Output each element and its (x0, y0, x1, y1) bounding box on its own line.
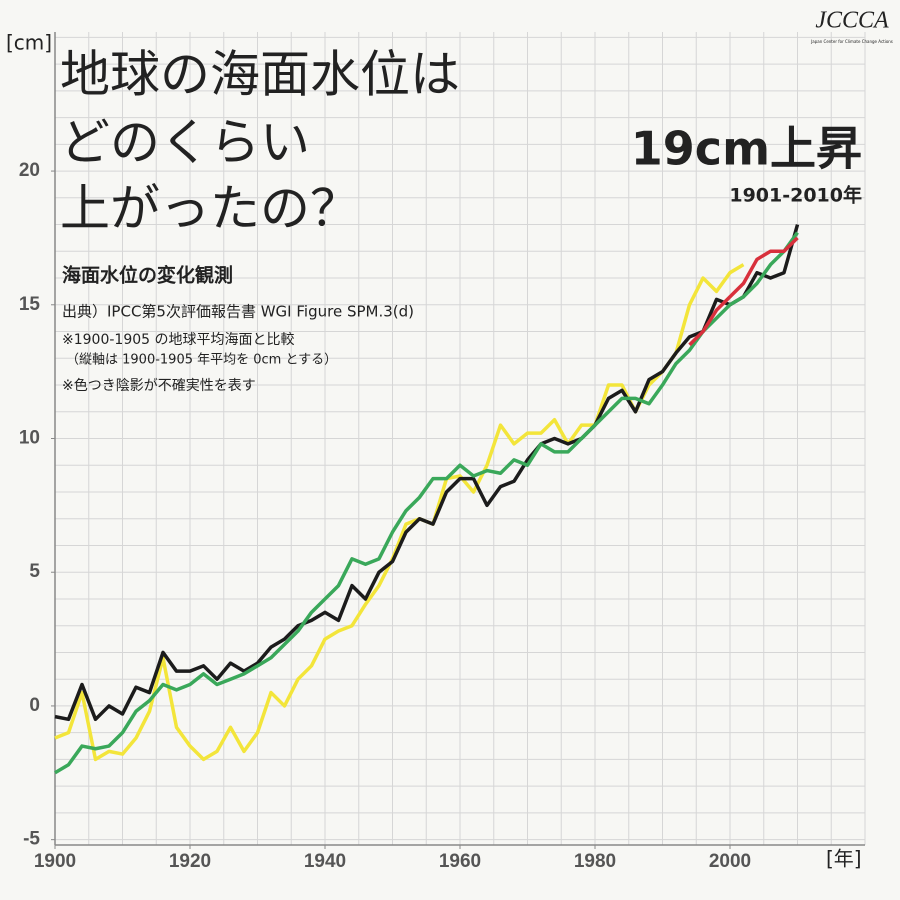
x-tick-label: 1940 (304, 851, 346, 872)
y-tick-label: 15 (19, 294, 41, 315)
title-line: どのくらい (60, 114, 310, 172)
headline-sub: 1901-2010年 (729, 184, 862, 207)
x-tick-label: 1920 (169, 851, 211, 872)
y-tick-label: 5 (29, 561, 40, 582)
lines (54, 224, 800, 775)
note: 出典）IPCC第5次評価報告書 WGI Figure SPM.3(d) (62, 303, 414, 321)
note: （縦軸は 1900-1905 年平均を 0cm とする） (66, 353, 337, 368)
y-tick-label: -5 (23, 829, 40, 850)
y-tick-label: 20 (19, 160, 40, 181)
y-axis-label: [cm] (6, 31, 52, 55)
x-tick-label: 1980 (574, 851, 616, 872)
grid: -5 0 5 10 15 20 1900 1920 1940 1960 1980 2000 (19, 32, 866, 872)
series-line (688, 236, 799, 347)
x-tick-label: 1960 (439, 851, 481, 872)
x-axis-label: [年] (826, 847, 862, 871)
note: ※1900-1905 の地球平均海面と比較 (62, 332, 295, 348)
note: ※色つき陰影が不確実性を表す (62, 377, 256, 394)
subtitle: 海面水位の変化観測 (62, 264, 233, 287)
title-line: 地球の海面水位は (60, 46, 460, 104)
series-line (54, 224, 800, 722)
logo-sub: Japan Center for Climate Change Actions (810, 39, 893, 44)
y-tick-label: 0 (29, 695, 40, 716)
x-tick-label: 1900 (34, 851, 76, 872)
headline: 19cm上昇 (631, 122, 862, 176)
series-line (54, 231, 799, 775)
x-tick-label: 2000 (709, 851, 751, 872)
labels: [cm] [年] 地球の海面水位は どのくらい 上がったの？ 海面水位の変化観測… (6, 8, 893, 871)
y-tick-label: 10 (19, 428, 40, 449)
logo: JCCCA (815, 8, 889, 34)
title-line: 上がったの？ (60, 180, 360, 238)
